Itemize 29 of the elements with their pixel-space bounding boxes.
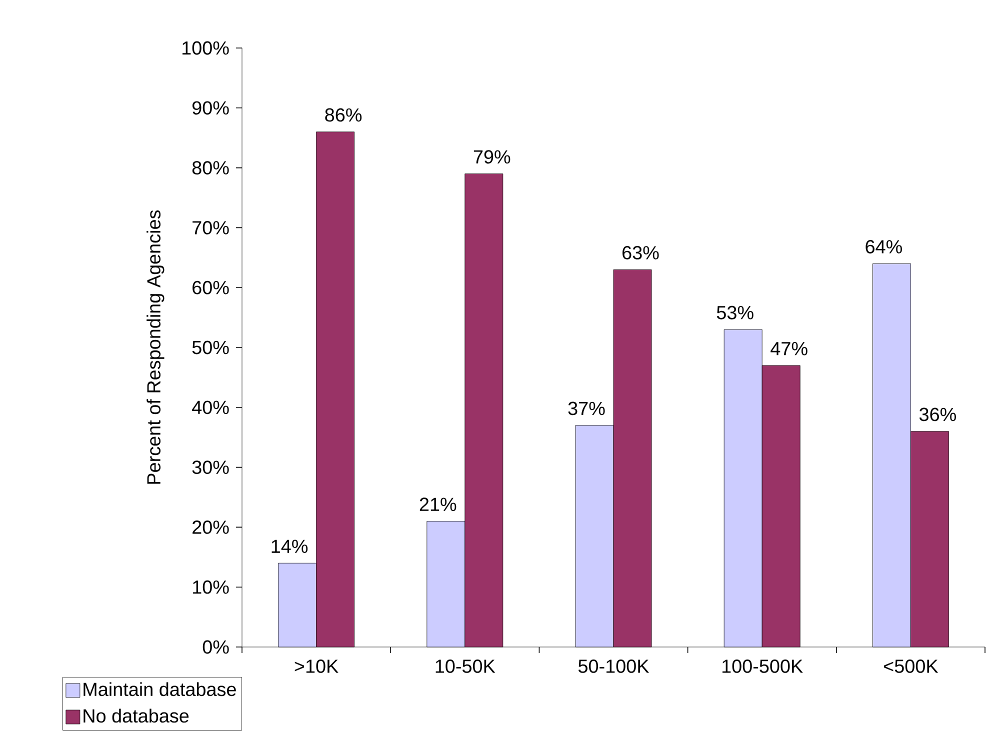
y-tick-label: 90% bbox=[192, 101, 229, 115]
y-tick-label: 40% bbox=[192, 400, 229, 414]
data-label: 47% bbox=[770, 342, 808, 356]
x-tick-label: 10-50K bbox=[436, 660, 496, 673]
data-label: 36% bbox=[919, 408, 956, 422]
y-tick-label: 10% bbox=[193, 580, 229, 594]
data-label: 64% bbox=[866, 240, 902, 254]
y-tick-label: 80% bbox=[192, 161, 229, 174]
y-tick-label: 20% bbox=[192, 520, 229, 534]
y-tick-label: 30% bbox=[192, 460, 229, 474]
x-tick-label: <500K bbox=[884, 660, 938, 673]
data-label: 21% bbox=[420, 498, 456, 512]
data-label: 86% bbox=[325, 108, 362, 122]
y-axis-title: Percent of Responding Agencies bbox=[146, 210, 164, 484]
legend-label: No database bbox=[84, 708, 189, 723]
y-tick-label: 50% bbox=[192, 340, 229, 354]
data-label: 63% bbox=[622, 246, 659, 260]
data-label: 14% bbox=[272, 540, 308, 553]
x-tick-label: 100-500K bbox=[722, 660, 803, 673]
data-label: 79% bbox=[474, 150, 510, 164]
legend-label: Maintain database bbox=[84, 682, 236, 696]
y-tick-label: 0% bbox=[202, 640, 229, 654]
data-label: 53% bbox=[716, 306, 754, 320]
y-tick-label: 60% bbox=[192, 280, 229, 294]
y-tick-label: 100% bbox=[182, 41, 229, 55]
y-tick-label: 70% bbox=[192, 220, 229, 234]
data-label: 37% bbox=[568, 402, 605, 416]
x-tick-label: >10K bbox=[294, 660, 338, 673]
x-tick-label: 50-100K bbox=[578, 660, 650, 673]
